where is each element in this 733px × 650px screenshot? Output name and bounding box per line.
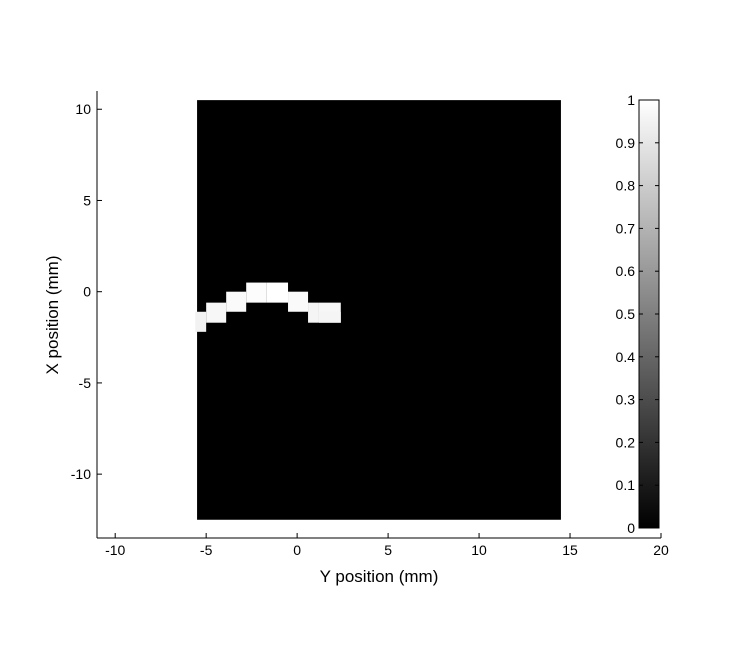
y-tick-label: 5 [83, 192, 91, 208]
heatmap-cell [226, 291, 247, 312]
y-axis-label: X position (mm) [43, 255, 62, 374]
colorbar-tick-label: 0.9 [616, 135, 636, 151]
colorbar-gradient [639, 100, 659, 528]
heatmap-cell [246, 282, 267, 303]
heatmap-cell [308, 302, 319, 323]
colorbar-tick-label: 0.3 [616, 392, 636, 408]
x-tick-label: 10 [471, 542, 487, 558]
heatmap-cell [288, 291, 309, 312]
x-tick-label: 5 [384, 542, 392, 558]
colorbar: 0 0.1 0.2 0.3 0.4 0.5 0.6 0.7 0.8 0.9 1 [616, 92, 660, 536]
colorbar-tick-label: 0 [627, 520, 635, 536]
colorbar-tick-label: 0.2 [616, 434, 636, 450]
colorbar-tick-label: 0.1 [616, 477, 636, 493]
x-tick-label: 20 [653, 542, 669, 558]
y-tick-label: 0 [83, 284, 91, 300]
heatmap-image [197, 100, 561, 520]
y-tick-label: -10 [71, 466, 91, 482]
x-tick-label: 15 [562, 542, 578, 558]
heatmap-cell [318, 311, 341, 323]
colorbar-tick-label: 0.4 [616, 349, 636, 365]
x-tick-label: 0 [293, 542, 301, 558]
heatmap-cell [266, 282, 289, 303]
colorbar-tick-label: 1 [627, 92, 635, 108]
colorbar-tick-label: 0.7 [616, 220, 636, 236]
heatmap-cell [206, 302, 227, 323]
heatmap-cell [195, 311, 207, 332]
y-tick-label: -5 [79, 375, 92, 391]
x-tick-label: -10 [105, 542, 125, 558]
x-tick-label: -5 [200, 542, 213, 558]
y-tick-label: 10 [75, 101, 91, 117]
colorbar-tick-label: 0.5 [616, 306, 636, 322]
colorbar-tick-label: 0.8 [616, 178, 636, 194]
colorbar-tick-label: 0.6 [616, 263, 636, 279]
x-axis-label: Y position (mm) [320, 567, 439, 586]
